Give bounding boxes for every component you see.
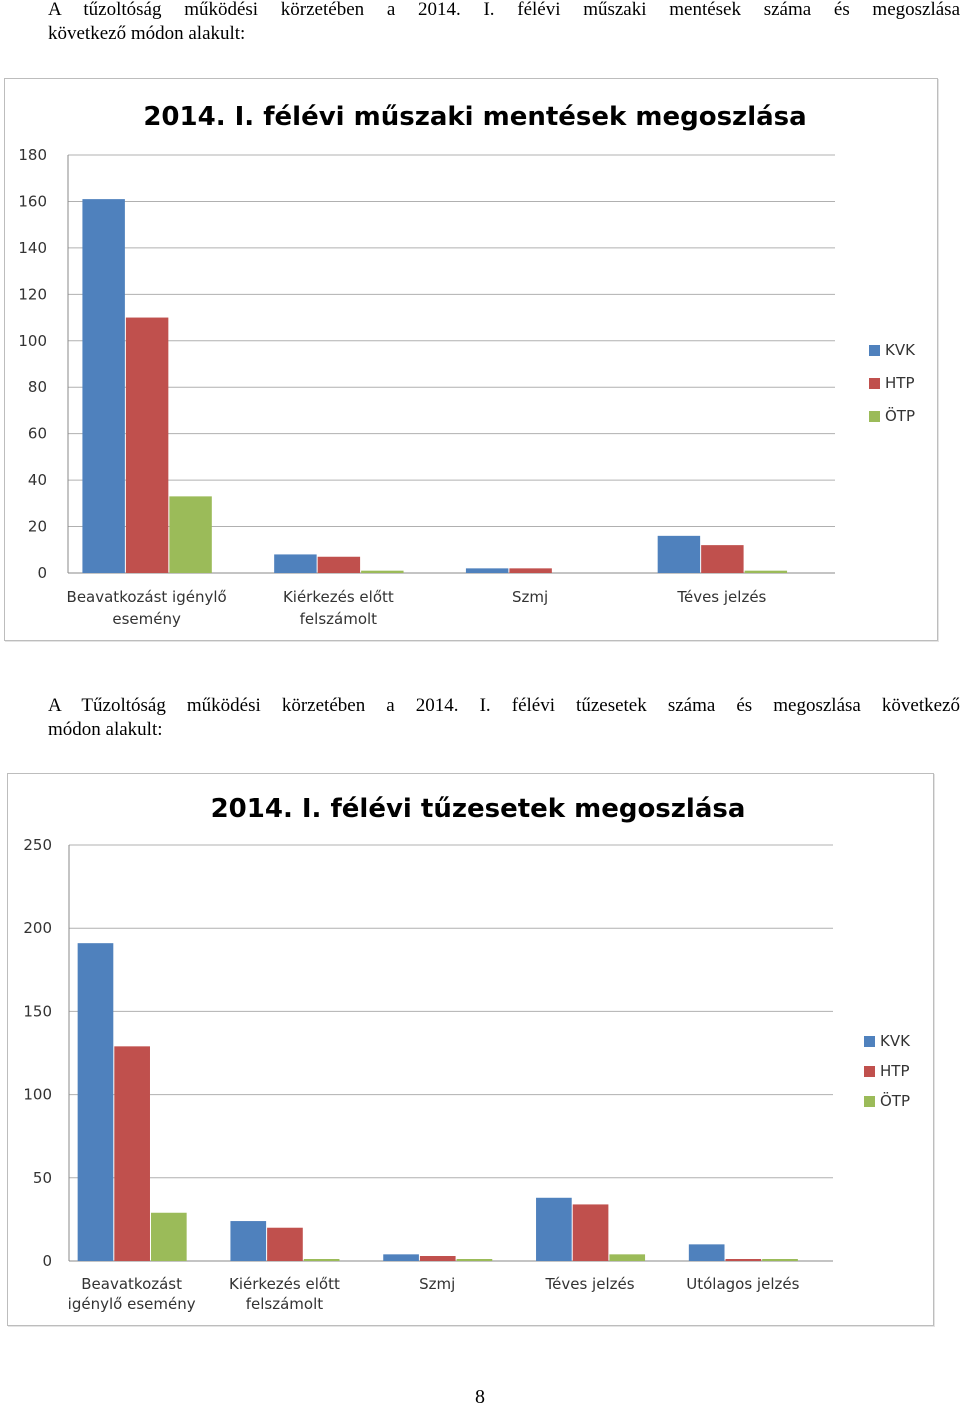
y-tick-label: 0 — [37, 564, 47, 582]
bar-htp — [114, 1046, 150, 1261]
bar-kvk — [536, 1197, 572, 1261]
y-tick-label: 160 — [18, 192, 47, 210]
bar-ötp — [169, 496, 212, 573]
x-category-label: Téves jelzés — [676, 588, 766, 606]
bar-ötp — [609, 1254, 646, 1261]
legend-label: ÖTP — [880, 1091, 910, 1110]
legend-swatch — [869, 345, 880, 356]
bar-ötp — [456, 1259, 493, 1261]
y-tick-label: 20 — [28, 518, 47, 536]
y-tick-label: 100 — [23, 1086, 52, 1104]
legend-swatch — [869, 378, 880, 389]
y-tick-label: 60 — [28, 425, 47, 443]
bar-htp — [267, 1227, 303, 1261]
paragraph-line: A tűzoltóság működési körzetében a 2014.… — [48, 0, 960, 20]
legend-swatch — [869, 411, 880, 422]
bar-htp — [509, 568, 552, 573]
chart-title: 2014. I. félévi tűzesetek megoszlása — [211, 794, 746, 824]
bar-kvk — [274, 554, 317, 573]
x-category-label: igénylő esemény — [68, 1295, 196, 1313]
technical-rescues-chart: 2014. I. félévi műszaki mentések megoszl… — [4, 78, 938, 641]
x-category-label: Szmj — [512, 588, 548, 606]
y-tick-label: 80 — [28, 378, 47, 396]
bar-kvk — [230, 1221, 267, 1261]
chart-title: 2014. I. félévi műszaki mentések megoszl… — [143, 102, 806, 132]
bar-kvk — [82, 199, 125, 573]
x-category-label: esemény — [112, 610, 181, 628]
legend-swatch — [864, 1096, 875, 1107]
paragraph-line: A Tűzoltóság működési körzetében a 2014.… — [48, 695, 960, 716]
technical-rescues-chart-svg: 2014. I. félévi műszaki mentések megoszl… — [18, 102, 916, 628]
y-tick-label: 200 — [23, 919, 52, 937]
legend-swatch — [864, 1066, 875, 1077]
bar-kvk — [77, 943, 114, 1261]
bar-htp — [317, 556, 361, 573]
x-category-label: felszámolt — [246, 1295, 324, 1313]
bar-ötp — [303, 1259, 340, 1261]
legend-label: KVK — [880, 1032, 911, 1050]
bar-ötp — [744, 570, 788, 573]
fires-chart: 2014. I. félévi tűzesetek megoszlása 0 50 1… — [7, 773, 934, 1326]
x-category-label: Beavatkozást igénylő — [67, 588, 227, 606]
x-category-label: Kiérkezés előtt — [283, 588, 394, 606]
bar-htp — [419, 1256, 456, 1261]
x-category-label: Utólagos jelzés — [686, 1275, 799, 1293]
fires-chart-svg: 2014. I. félévi tűzesetek megoszlása 0 50 1… — [23, 794, 911, 1313]
x-category-label: Téves jelzés — [545, 1275, 635, 1293]
legend-label: HTP — [880, 1062, 910, 1080]
bar-kvk — [688, 1244, 725, 1261]
y-tick-label: 0 — [42, 1252, 52, 1270]
intro-paragraph-fires: A Tűzoltóság működési körzetében a 2014.… — [48, 694, 960, 742]
x-category-label: Szmj — [419, 1275, 455, 1293]
bar-kvk — [465, 568, 509, 573]
y-tick-label: 100 — [18, 332, 47, 350]
x-category-label: felszámolt — [300, 610, 378, 628]
x-category-label: Kiérkezés előtt — [229, 1275, 340, 1293]
bar-ötp — [762, 1259, 798, 1261]
intro-paragraph-technical-rescues: A tűzoltóság működési körzetében a 2014.… — [48, 0, 960, 46]
bar-kvk — [657, 535, 701, 573]
y-tick-label: 120 — [18, 285, 47, 303]
bar-htp — [125, 317, 169, 573]
y-tick-label: 50 — [33, 1169, 52, 1187]
bar-htp — [701, 545, 744, 573]
bar-htp — [725, 1259, 762, 1261]
bar-ötp — [150, 1212, 187, 1261]
x-category-label: Beavatkozást — [81, 1275, 182, 1293]
y-tick-label: 250 — [23, 836, 52, 854]
paragraph-line: következő módon alakult: — [48, 23, 246, 44]
legend-label: KVK — [885, 341, 916, 359]
y-tick-label: 150 — [23, 1002, 52, 1020]
y-tick-label: 40 — [28, 471, 47, 489]
y-tick-label: 140 — [18, 239, 47, 257]
bar-ötp — [361, 570, 404, 573]
paragraph-line: módon alakult: — [48, 719, 163, 740]
legend-label: ÖTP — [885, 406, 915, 425]
legend-swatch — [864, 1036, 875, 1047]
legend-label: HTP — [885, 374, 915, 392]
page-number: 8 — [475, 1386, 485, 1408]
y-tick-label: 180 — [18, 146, 47, 164]
bar-kvk — [383, 1254, 419, 1261]
bar-htp — [572, 1204, 609, 1261]
